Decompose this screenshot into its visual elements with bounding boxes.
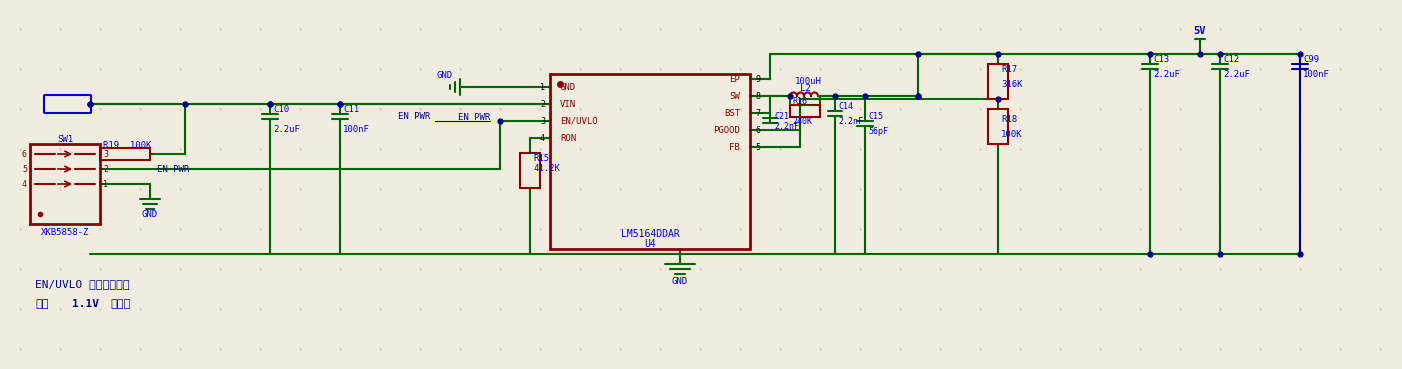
- Text: C15: C15: [868, 111, 883, 121]
- Text: 2.2nF: 2.2nF: [838, 117, 864, 125]
- Text: 8: 8: [756, 92, 760, 100]
- Text: 3: 3: [540, 117, 545, 125]
- Text: 1: 1: [540, 83, 545, 92]
- Text: EN PWR: EN PWR: [157, 165, 189, 173]
- Text: U4: U4: [644, 239, 656, 249]
- Text: EN PWR: EN PWR: [457, 113, 491, 121]
- Text: 100uH: 100uH: [795, 76, 822, 86]
- Bar: [988, 64, 1008, 99]
- Text: XKB5858-Z: XKB5858-Z: [41, 228, 90, 237]
- Text: GND: GND: [437, 70, 453, 79]
- Text: 4: 4: [22, 179, 27, 189]
- Bar: [29, 144, 100, 224]
- Text: RON: RON: [559, 134, 576, 142]
- FancyBboxPatch shape: [43, 95, 91, 113]
- Text: C12: C12: [1223, 55, 1239, 63]
- Text: SW1: SW1: [57, 134, 73, 144]
- Text: 240K: 240K: [792, 117, 812, 125]
- Text: 2.2uF: 2.2uF: [1152, 69, 1180, 79]
- Text: 2.2uF: 2.2uF: [273, 124, 300, 134]
- Text: BST: BST: [723, 108, 740, 117]
- Bar: [789, 105, 820, 117]
- Text: R19  100K: R19 100K: [102, 141, 151, 149]
- Text: SW: SW: [729, 92, 740, 100]
- Text: 2: 2: [102, 165, 108, 173]
- Text: C14: C14: [838, 101, 852, 110]
- Text: EN/UVLO 接高时，使能: EN/UVLO 接高时，使能: [35, 279, 129, 289]
- Text: C10: C10: [273, 104, 289, 114]
- Text: 1: 1: [102, 179, 108, 189]
- Text: 41.2K: 41.2K: [533, 163, 559, 172]
- Text: 316K: 316K: [1001, 79, 1022, 89]
- Text: EN PWR: EN PWR: [398, 111, 430, 121]
- Text: EN/UVLO: EN/UVLO: [559, 117, 597, 125]
- Text: I IN: I IN: [55, 99, 80, 109]
- Text: 4: 4: [540, 134, 545, 142]
- Text: GND: GND: [142, 210, 158, 218]
- Text: 100nF: 100nF: [1302, 69, 1330, 79]
- Text: C13: C13: [1152, 55, 1169, 63]
- Bar: [100, 148, 150, 160]
- Text: VIN: VIN: [559, 100, 576, 108]
- Text: EP: EP: [729, 75, 740, 83]
- Text: 不工作: 不工作: [109, 299, 130, 309]
- Text: C99: C99: [1302, 55, 1319, 63]
- Text: 1.1V: 1.1V: [72, 299, 100, 309]
- Text: 9: 9: [756, 75, 760, 83]
- Text: R16: R16: [792, 97, 808, 106]
- Text: GND: GND: [559, 83, 576, 92]
- Text: L2: L2: [801, 83, 810, 93]
- Text: R17: R17: [1001, 65, 1016, 73]
- Text: 2: 2: [540, 100, 545, 108]
- Bar: [988, 109, 1008, 144]
- Text: 100nF: 100nF: [343, 124, 370, 134]
- Text: LM5164DDAR: LM5164DDAR: [621, 229, 680, 239]
- Text: 2.2nF: 2.2nF: [774, 121, 799, 131]
- Text: 5: 5: [22, 165, 27, 173]
- Text: FB: FB: [729, 142, 740, 152]
- Text: R15: R15: [533, 154, 550, 162]
- Text: 6: 6: [22, 149, 27, 159]
- Text: 2.2uF: 2.2uF: [1223, 69, 1249, 79]
- Bar: [520, 153, 540, 188]
- Text: 6: 6: [756, 125, 760, 134]
- Bar: [550, 74, 750, 249]
- Text: R18: R18: [1001, 114, 1016, 124]
- Text: 100K: 100K: [1001, 130, 1022, 138]
- Text: 3: 3: [102, 149, 108, 159]
- Text: 5: 5: [756, 142, 760, 152]
- Text: 5V: 5V: [1193, 26, 1206, 36]
- Text: C11: C11: [343, 104, 359, 114]
- Text: GND: GND: [672, 277, 688, 286]
- Text: PGOOD: PGOOD: [714, 125, 740, 134]
- Text: 7: 7: [756, 108, 760, 117]
- Text: C21: C21: [774, 111, 789, 121]
- Text: 56pF: 56pF: [868, 127, 887, 135]
- Text: 低于: 低于: [35, 299, 49, 309]
